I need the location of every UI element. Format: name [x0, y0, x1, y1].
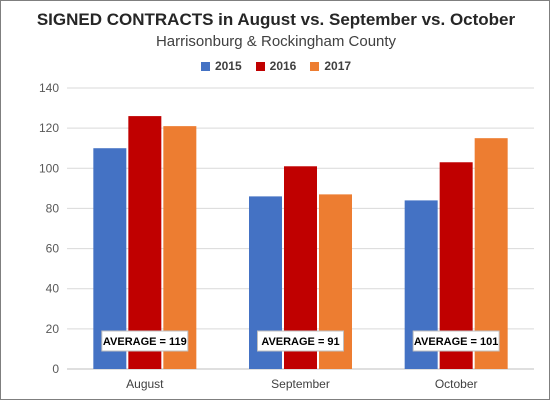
chart-title: SIGNED CONTRACTS in August vs. September… — [36, 10, 516, 29]
chart-legend: 2015 2016 2017 — [1, 59, 550, 73]
legend-item-2017: 2017 — [310, 59, 351, 73]
legend-label-2017: 2017 — [324, 59, 352, 73]
legend-item-2016: 2016 — [255, 59, 297, 73]
average-annotation-box — [412, 330, 500, 352]
y-tick-label: 60 — [46, 242, 60, 256]
y-tick-label: 40 — [46, 282, 60, 296]
y-tick-label: 20 — [46, 322, 60, 336]
bar-2017-august — [163, 126, 197, 369]
legend-swatch-2017 — [310, 61, 320, 71]
x-tick-label: October — [435, 377, 478, 391]
legend-label-2015: 2015 — [214, 59, 242, 73]
y-tick-label: 0 — [52, 362, 59, 376]
legend-swatch-2015 — [200, 61, 210, 71]
legend-swatch-2016 — [255, 61, 265, 71]
average-annotation-box — [257, 330, 344, 352]
chart-subtitle: Harrisonburg & Rockingham County — [155, 33, 397, 50]
x-tick-label: September — [271, 377, 330, 391]
legend-item-2015: 2015 — [200, 59, 242, 73]
average-annotation-text: AVERAGE = 119 — [103, 336, 187, 348]
y-tick-label: 100 — [39, 161, 59, 175]
bar-2016-august — [128, 116, 162, 369]
average-annotation-text: AVERAGE = 91 — [261, 336, 339, 348]
y-tick-label: 120 — [39, 121, 59, 135]
legend-label-2016: 2016 — [269, 59, 297, 73]
y-tick-label: 80 — [46, 201, 60, 215]
average-annotation-box — [101, 330, 189, 352]
y-tick-label: 140 — [39, 81, 59, 95]
x-tick-label: August — [126, 377, 164, 391]
average-annotation-text: AVERAGE = 101 — [414, 336, 498, 348]
